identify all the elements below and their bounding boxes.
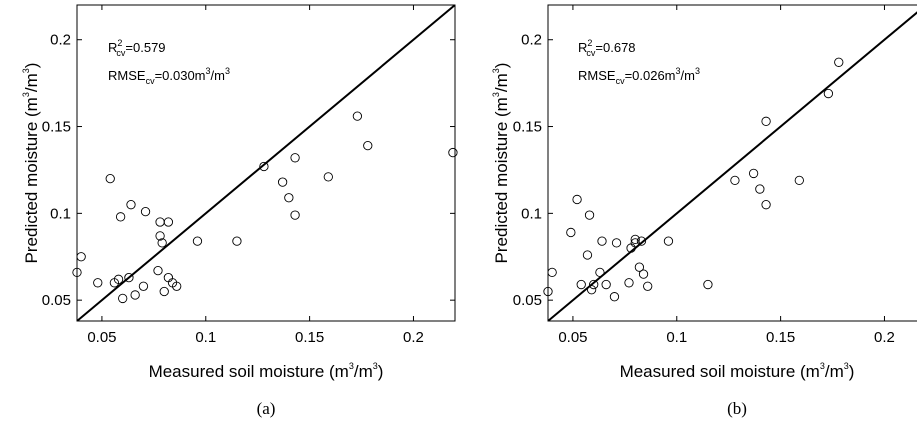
- data-point-a: [105, 173, 115, 184]
- data-point-a: [448, 147, 458, 158]
- x-tick-label-a: 0.05: [87, 329, 116, 346]
- data-point-a: [153, 265, 163, 276]
- y-tick-label-a: 0.05: [42, 292, 71, 309]
- data-point-b: [589, 279, 599, 290]
- data-point-b: [634, 262, 645, 272]
- data-point-b: [586, 285, 597, 295]
- x-tick-label-a: 0.1: [195, 329, 216, 346]
- y-tick-label-b: 0.15: [513, 119, 542, 136]
- data-point-b: [761, 116, 771, 126]
- y-axis-label-b: Predicted moisture (m3/m3): [491, 63, 511, 264]
- data-point-a: [76, 252, 86, 262]
- data-point-b: [794, 175, 804, 186]
- data-point-b: [597, 236, 607, 246]
- x-tick-label-b: 0.05: [558, 329, 587, 346]
- data-point-a: [163, 272, 174, 283]
- data-point-b: [576, 279, 586, 290]
- data-point-b: [823, 88, 834, 99]
- data-point-a: [259, 161, 269, 172]
- data-point-b: [601, 279, 611, 290]
- y-tick-label-b: 0.1: [521, 205, 542, 222]
- panel-label-b: (b): [727, 399, 747, 418]
- data-point-a: [159, 286, 169, 297]
- data-point-a: [277, 177, 288, 187]
- data-point-b: [611, 238, 622, 248]
- stat-rmse-b: RMSEcv=0.026m3/m3: [578, 66, 700, 86]
- plot-frame-b: [547, 4, 917, 322]
- data-point-a: [93, 278, 103, 288]
- data-point-b: [748, 168, 759, 179]
- x-axis-label-a: Measured soil moisture (m3/m3): [149, 361, 384, 381]
- x-axis-label-b: Measured soil moisture (m3/m3): [620, 361, 855, 381]
- data-point-b: [636, 236, 647, 246]
- data-point-a: [290, 153, 300, 163]
- data-point-b: [624, 278, 634, 288]
- data-point-b: [595, 267, 605, 278]
- data-point-a: [72, 267, 82, 278]
- panel-label-a: (a): [257, 399, 276, 418]
- data-point-a: [323, 172, 333, 182]
- data-point-a: [126, 200, 136, 210]
- data-point-b: [582, 250, 593, 260]
- x-tick-label-b: 0.2: [874, 329, 895, 346]
- data-point-a: [113, 274, 124, 284]
- data-point-b: [547, 267, 557, 278]
- data-point-b: [730, 175, 740, 186]
- data-point-a: [172, 281, 182, 291]
- data-point-b: [630, 238, 640, 248]
- data-point-a: [363, 140, 373, 151]
- y-tick-label-b: 0.2: [521, 32, 542, 49]
- y-axis-label-a: Predicted moisture (m3/m3): [21, 63, 41, 264]
- data-point-a: [290, 210, 300, 220]
- data-point-a: [352, 111, 363, 121]
- stat-rmse-a: RMSEcv=0.030m3/m3: [108, 66, 230, 86]
- data-point-b: [663, 236, 674, 246]
- data-point-a: [155, 217, 165, 227]
- data-point-a: [140, 206, 151, 217]
- data-point-b: [566, 227, 576, 238]
- data-point-b: [584, 210, 595, 220]
- data-point-a: [130, 290, 140, 300]
- y-tick-label-a: 0.2: [50, 32, 71, 49]
- data-point-a: [192, 236, 203, 246]
- stat-r2-b: R2 cv=0.678: [578, 38, 636, 58]
- data-point-a: [232, 236, 242, 246]
- data-point-a: [138, 281, 149, 291]
- x-tick-label-a: 0.2: [403, 329, 424, 346]
- data-point-a: [124, 272, 134, 283]
- one-to-one-line-b: [548, 11, 917, 321]
- data-point-a: [284, 193, 294, 203]
- x-tick-label-a: 0.15: [295, 329, 324, 346]
- data-point-b: [761, 200, 771, 210]
- data-point-b: [834, 57, 844, 67]
- data-point-b: [630, 234, 640, 245]
- data-point-b: [643, 281, 653, 291]
- data-point-b: [572, 194, 582, 205]
- y-tick-label-a: 0.1: [50, 205, 71, 222]
- x-tick-label-b: 0.1: [666, 329, 687, 346]
- data-point-a: [115, 212, 126, 222]
- data-point-b: [543, 286, 553, 297]
- scatter-panel-a: R2 cv=0.579 RMSEcv=0.030m3/m3 Measured so…: [21, 4, 458, 418]
- data-point-a: [155, 231, 165, 241]
- y-tick-label-b: 0.05: [513, 292, 542, 309]
- data-point-b: [609, 292, 620, 302]
- x-tick-label-b: 0.15: [766, 329, 795, 346]
- data-point-a: [157, 238, 167, 248]
- plot-frame-a: [76, 4, 456, 322]
- data-point-b: [703, 279, 713, 290]
- data-point-a: [163, 217, 174, 227]
- stat-r2-a: R2 cv=0.579: [108, 38, 166, 58]
- data-point-b: [638, 269, 649, 279]
- y-tick-label-a: 0.15: [42, 119, 71, 136]
- scatter-panel-b: R2 cv=0.678 RMSEcv=0.026m3/m3 Measured so…: [491, 4, 917, 418]
- data-point-b: [755, 184, 765, 194]
- data-point-a: [118, 293, 128, 304]
